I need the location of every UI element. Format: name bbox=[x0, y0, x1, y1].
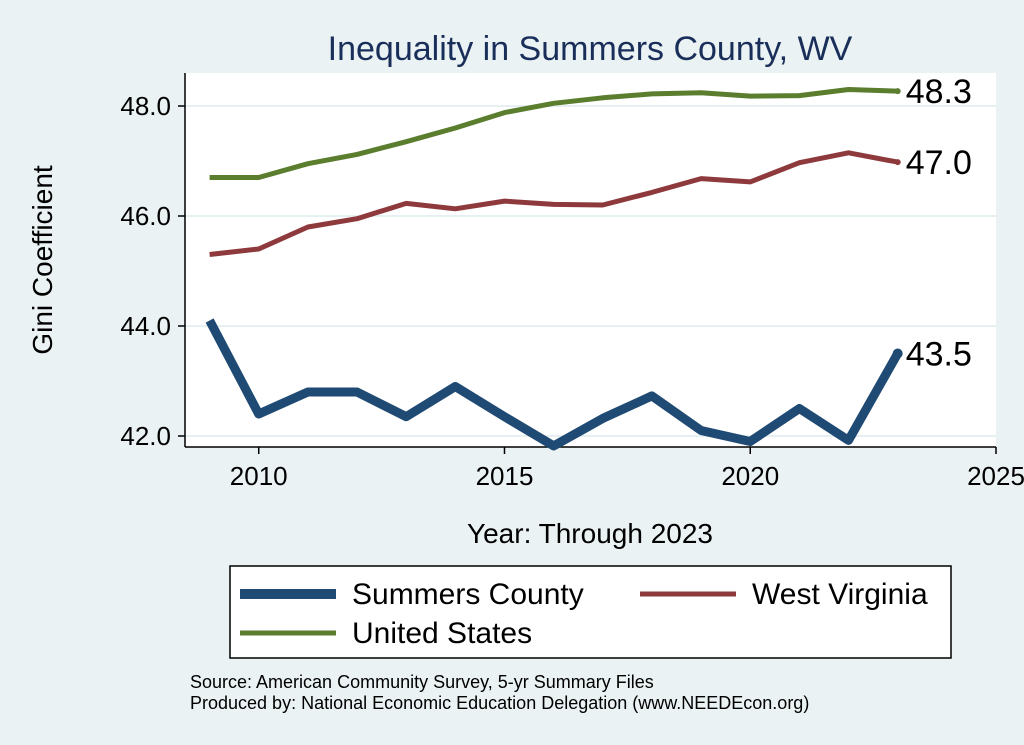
end-label-united-states: 48.3 bbox=[906, 73, 972, 111]
source-note: Source: American Community Survey, 5-yr … bbox=[190, 672, 654, 692]
series-line-united-states bbox=[209, 87, 898, 180]
end-labels: 48.3 47.0 43.5 bbox=[906, 73, 972, 373]
y-axis-title: Gini Coefficient bbox=[27, 165, 58, 355]
series-end-point-west-virginia bbox=[894, 159, 901, 166]
x-tick-label-2020: 2020 bbox=[721, 461, 779, 491]
y-tick-label-42-0: 42.0 bbox=[120, 421, 171, 451]
y-tick-label-46-0: 46.0 bbox=[120, 201, 171, 231]
axes: 42.0 44.0 46.0 48.0 2010 2015 2020 2025 bbox=[120, 73, 1024, 491]
series-layer bbox=[205, 87, 903, 451]
legend-label-summers-county: Summers County bbox=[352, 578, 584, 611]
legend: Summers County West Virginia United Stat… bbox=[229, 565, 952, 659]
series-end-point-summers-county bbox=[892, 348, 903, 359]
x-tick-label-2025: 2025 bbox=[967, 461, 1024, 491]
series-line-summers-county bbox=[205, 318, 902, 451]
end-label-summers-county: 43.5 bbox=[906, 336, 972, 374]
series-end-point-united-states bbox=[894, 88, 901, 95]
legend-label-west-virginia: West Virginia bbox=[752, 578, 928, 611]
producer-note: Produced by: National Economic Education… bbox=[190, 693, 809, 713]
x-axis-title: Year: Through 2023 bbox=[467, 518, 713, 549]
end-label-west-virginia: 47.0 bbox=[906, 144, 972, 182]
gridlines bbox=[185, 105, 996, 437]
chart-title: Inequality in Summers County, WV bbox=[328, 30, 853, 68]
x-tick-label-2010: 2010 bbox=[230, 461, 288, 491]
y-tick-label-48-0: 48.0 bbox=[120, 91, 171, 121]
series-line-west-virginia bbox=[209, 150, 899, 257]
x-tick-label-2015: 2015 bbox=[476, 461, 534, 491]
legend-label-united-states: United States bbox=[352, 617, 532, 650]
legend-box bbox=[229, 565, 952, 659]
plot-area bbox=[185, 73, 996, 447]
y-tick-label-44-0: 44.0 bbox=[120, 311, 171, 341]
